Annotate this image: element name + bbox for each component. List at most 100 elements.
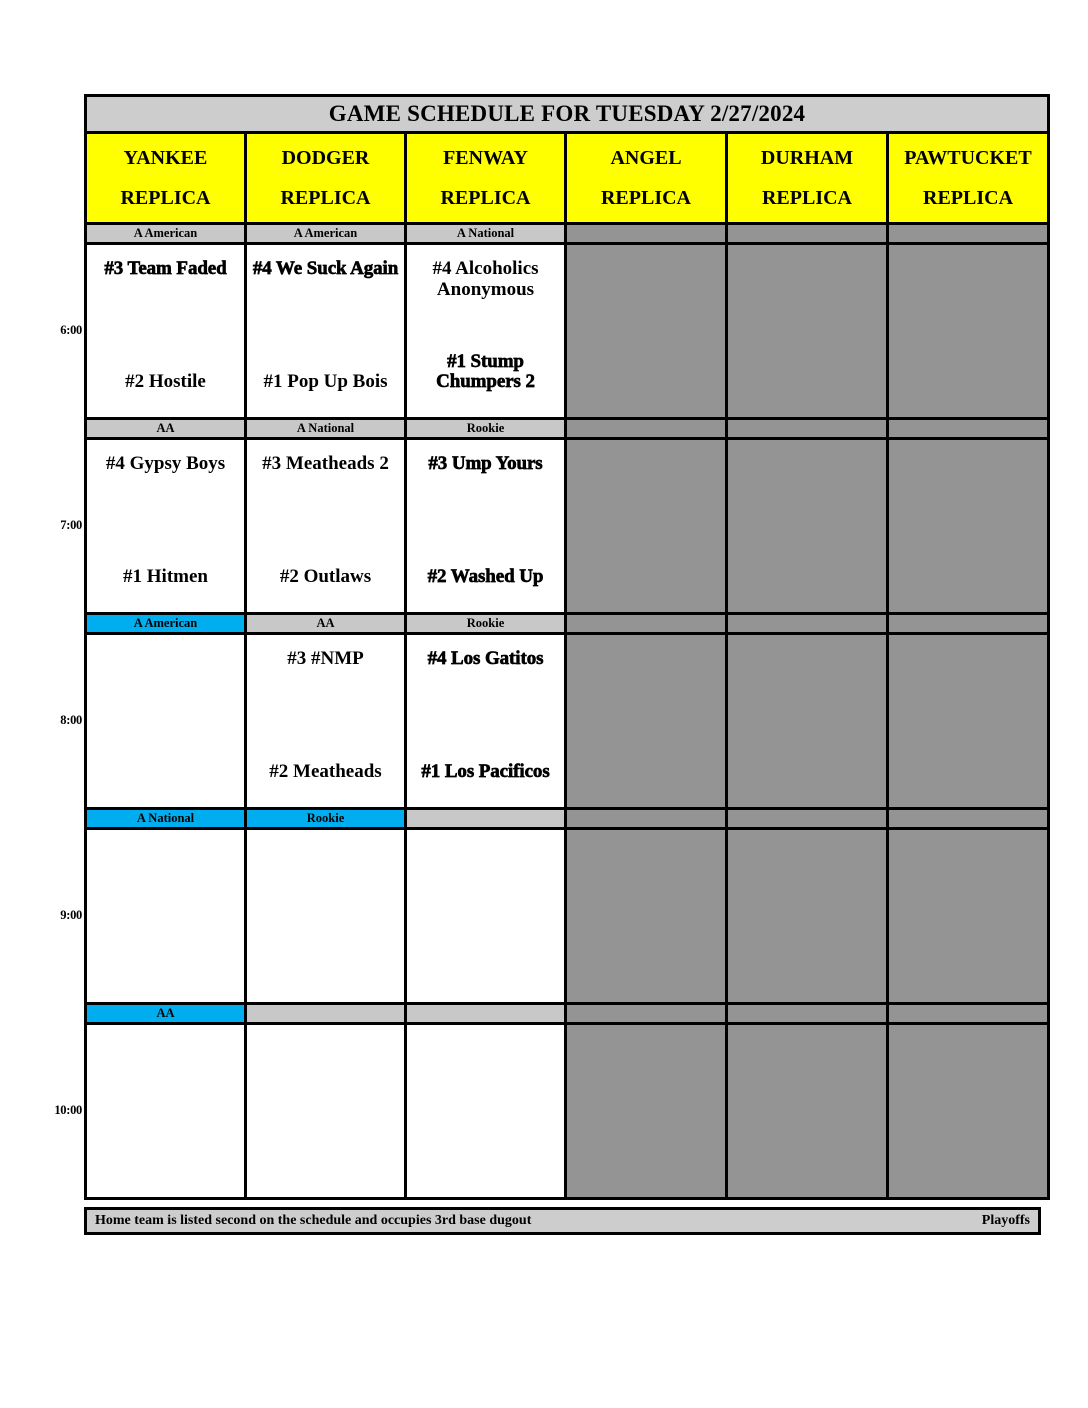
division-label-600-5 — [885, 222, 1051, 245]
matchup: #3 #NMP #2 Meatheads — [249, 637, 403, 806]
game-cell-900-1[interactable] — [244, 827, 407, 1005]
division-label-900-5 — [885, 807, 1051, 830]
time-label-800: 8:00 — [60, 713, 82, 727]
footer-note: Home team is listed second on the schedu… — [95, 1213, 532, 1228]
home-team: #2 Hostile — [125, 371, 206, 393]
game-cell-600-2[interactable]: #4 Alcoholics Anonymous #1 Stump Chumpers… — [404, 242, 567, 420]
matchup — [409, 832, 563, 1001]
game-cell-600-5 — [885, 242, 1051, 420]
game-cell-1000-2[interactable] — [404, 1022, 567, 1200]
away-team: #3 Ump Yours — [428, 453, 543, 474]
matchup: #4 Alcoholics Anonymous #1 Stump Chumpers… — [409, 247, 563, 416]
division-label-700-1: A National — [244, 417, 407, 440]
division-label-900-4 — [725, 807, 889, 830]
game-cell-800-4 — [725, 632, 889, 810]
matchup — [89, 832, 243, 1001]
matchup — [249, 832, 403, 1001]
home-team: #2 Meatheads — [269, 761, 382, 783]
game-cell-900-0[interactable] — [84, 827, 247, 1005]
venue-header-dodger: DODGER REPLICA — [244, 131, 407, 225]
division-label-600-1: A American — [244, 222, 407, 245]
division-label-700-0: AA — [84, 417, 247, 440]
away-team: #4 Gypsy Boys — [105, 453, 226, 474]
game-cell-700-2[interactable]: #3 Ump Yours #2 Washed Up — [404, 437, 567, 615]
footer-legend: Playoffs — [981, 1213, 1030, 1228]
division-label-600-3 — [564, 222, 728, 245]
home-team: #1 Pop Up Bois — [263, 371, 388, 393]
matchup: #3 Team Faded #2 Hostile — [89, 247, 243, 416]
game-cell-800-2[interactable]: #4 Los Gatitos #1 Los Pacificos — [404, 632, 567, 810]
game-schedule-table: GAME SCHEDULE FOR TUESDAY 2/27/2024 YANK… — [83, 94, 1051, 1200]
venue-subtitle: REPLICA — [923, 187, 1014, 209]
away-team: #4 We Suck Again — [252, 258, 399, 279]
division-label-900-0: A National — [84, 807, 247, 830]
venue-header-durham: DURHAM REPLICA — [725, 131, 889, 225]
matchup — [89, 637, 243, 806]
game-cell-800-0[interactable] — [84, 632, 247, 810]
away-team: #3 #NMP — [287, 648, 364, 669]
venue-header-angel: ANGEL REPLICA — [564, 131, 728, 225]
matchup: #4 Los Gatitos #1 Los Pacificos — [409, 637, 563, 806]
time-label-1000: 10:00 — [54, 1103, 82, 1117]
game-cell-1000-5 — [885, 1022, 1051, 1200]
division-label-800-0: A American — [84, 612, 247, 635]
venue-subtitle: REPLICA — [120, 187, 211, 209]
game-cell-600-4 — [725, 242, 889, 420]
venue-subtitle: REPLICA — [280, 187, 371, 209]
division-label-800-3 — [564, 612, 728, 635]
division-label-800-1: AA — [244, 612, 407, 635]
division-label-700-2: Rookie — [404, 417, 567, 440]
game-cell-900-2[interactable] — [404, 827, 567, 1005]
away-team: #4 Los Gatitos — [427, 648, 544, 669]
game-row: #3 Team Faded #2 Hostile #4 We Suck Again #… — [84, 242, 1051, 420]
division-label-600-2: A National — [404, 222, 567, 245]
game-cell-1000-1[interactable] — [244, 1022, 407, 1200]
time-label-700: 7:00 — [60, 518, 82, 532]
game-cell-700-5 — [885, 437, 1051, 615]
venue-header-pawtucket: PAWTUCKET REPLICA — [885, 131, 1051, 225]
game-cell-800-3 — [564, 632, 728, 810]
venue-name: ANGEL — [610, 147, 682, 169]
home-team: #2 Outlaws — [279, 566, 372, 588]
division-row: AA — [84, 1002, 1051, 1025]
venue-header-row: YANKEE REPLICA DODGER REPLICA FENWAY REPLICA A… — [84, 131, 1051, 225]
division-label-900-2 — [404, 807, 567, 830]
venue-name: YANKEE — [123, 147, 208, 169]
venue-subtitle: REPLICA — [761, 187, 852, 209]
division-row: A American A American A National — [84, 222, 1051, 245]
venue-name: DURHAM — [760, 147, 854, 169]
away-team: #3 Team Faded — [104, 258, 227, 279]
game-cell-800-1[interactable]: #3 #NMP #2 Meatheads — [244, 632, 407, 810]
home-team: #1 Stump Chumpers 2 — [436, 350, 536, 393]
venue-name: PAWTUCKET — [904, 147, 1032, 169]
division-row: AA A National Rookie — [84, 417, 1051, 440]
venue-header-yankee: YANKEE REPLICA — [84, 131, 247, 225]
game-cell-700-0[interactable]: #4 Gypsy Boys #1 Hitmen — [84, 437, 247, 615]
title-row: GAME SCHEDULE FOR TUESDAY 2/27/2024 — [83, 94, 1051, 134]
game-row — [84, 827, 1051, 1005]
time-label-600: 6:00 — [60, 323, 82, 337]
matchup — [409, 1027, 563, 1196]
home-team: #2 Washed Up — [427, 566, 544, 588]
division-label-1000-3 — [564, 1002, 728, 1025]
game-cell-1000-0[interactable] — [84, 1022, 247, 1200]
game-cell-1000-3 — [564, 1022, 728, 1200]
game-cell-600-3 — [564, 242, 728, 420]
away-team: #4 Alcoholics Anonymous — [432, 258, 539, 300]
game-cell-700-3 — [564, 437, 728, 615]
footer-bar: Home team is listed second on the schedu… — [84, 1207, 1041, 1235]
home-team: #1 Hitmen — [123, 566, 208, 588]
game-cell-600-0[interactable]: #3 Team Faded #2 Hostile — [84, 242, 247, 420]
game-cell-600-1[interactable]: #4 We Suck Again #1 Pop Up Bois — [244, 242, 407, 420]
game-row: #4 Gypsy Boys #1 Hitmen #3 Meatheads 2 #2 O… — [84, 437, 1051, 615]
matchup: #3 Ump Yours #2 Washed Up — [409, 442, 563, 611]
game-cell-700-4 — [725, 437, 889, 615]
matchup — [249, 1027, 403, 1196]
division-row: A American AA Rookie — [84, 612, 1051, 635]
time-label-900: 9:00 — [60, 908, 82, 922]
game-cell-700-1[interactable]: #3 Meatheads 2 #2 Outlaws — [244, 437, 407, 615]
division-label-800-2: Rookie — [404, 612, 567, 635]
division-label-900-1: Rookie — [244, 807, 407, 830]
away-team: #3 Meatheads 2 — [262, 453, 389, 474]
